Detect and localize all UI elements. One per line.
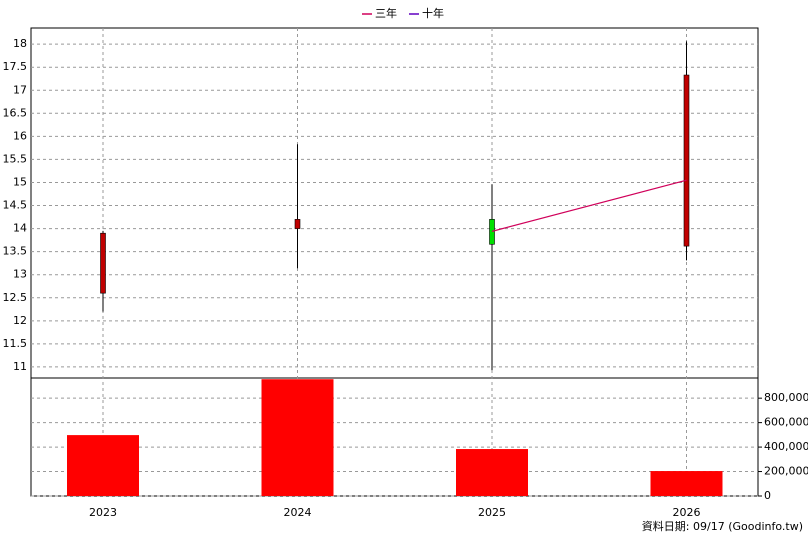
volume-bar (650, 471, 723, 496)
y-tick-label: 14 (13, 222, 27, 235)
x-tick-label: 2026 (673, 506, 701, 519)
candle-body (294, 219, 301, 229)
y-tick-label: 12 (13, 314, 27, 327)
y2-tick-label: 800,000 (764, 391, 808, 404)
y-tick-label: 14.5 (3, 199, 28, 212)
y-tick-label: 18 (13, 37, 27, 50)
y-tick-label: 15 (13, 175, 27, 188)
y-tick-label: 13.5 (3, 245, 28, 258)
candle-body (683, 74, 690, 247)
y2-tick-label: 0 (764, 489, 771, 502)
volume-bar (456, 449, 528, 496)
volume-bar (67, 435, 139, 496)
y-tick-label: 13 (13, 268, 27, 281)
x-tick-label: 2025 (478, 506, 506, 519)
x-tick-label: 2023 (89, 506, 117, 519)
y-tick-label: 11.5 (3, 337, 28, 350)
y-tick-label: 17 (13, 83, 27, 96)
line-series (491, 179, 687, 232)
y-tick-label: 11 (13, 360, 27, 373)
plot-frame (30, 27, 759, 497)
y2-tick-label: 200,000 (764, 465, 808, 478)
y2-tick-label: 400,000 (764, 440, 808, 453)
y-tick-label: 16 (13, 129, 27, 142)
candle-body (100, 232, 106, 294)
y-tick-label: 15.5 (3, 152, 28, 165)
footer: 資料日期: 09/17 (Goodinfo.tw) (642, 519, 803, 533)
legend-label: 三年 (375, 6, 397, 20)
volume-bar (261, 379, 334, 496)
y2-tick-label: 600,000 (764, 416, 808, 429)
y-tick-label: 12.5 (3, 291, 28, 304)
candle-body (489, 219, 495, 245)
x-tick-label: 2024 (284, 506, 312, 519)
y-tick-label: 16.5 (3, 106, 28, 119)
y-tick-label: 17.5 (3, 60, 28, 73)
legend-label: 十年 (422, 6, 444, 20)
